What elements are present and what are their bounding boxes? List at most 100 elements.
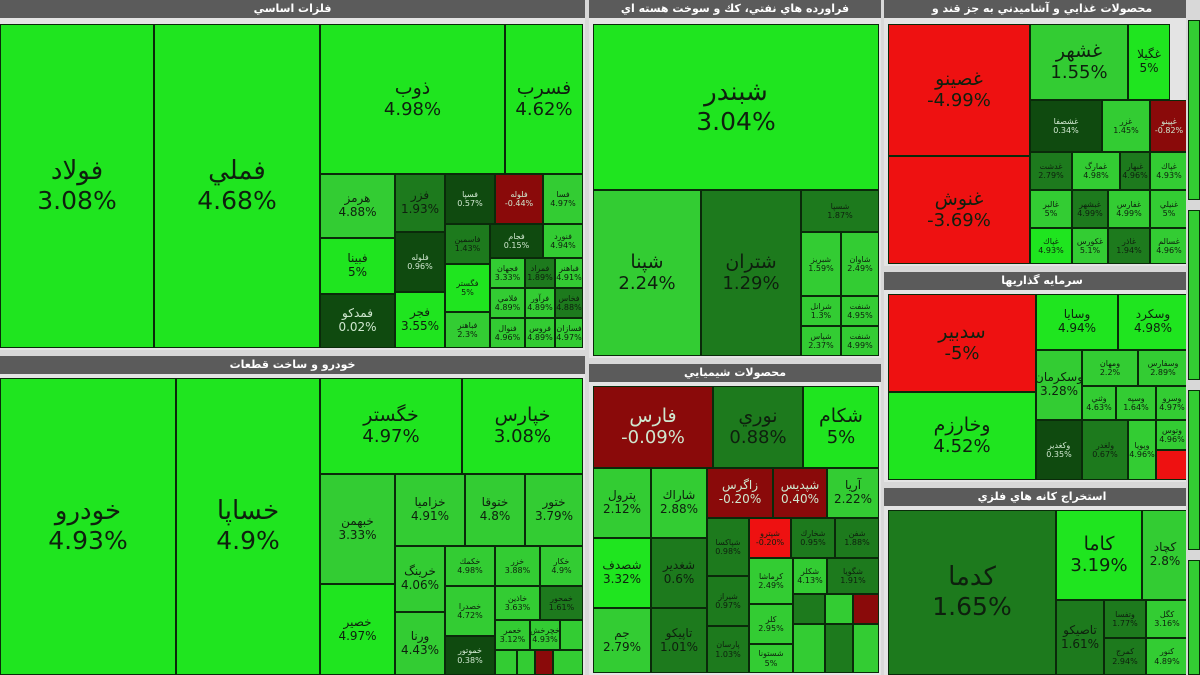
stock-tile[interactable]: فزر 1.93% [395, 174, 445, 232]
stock-tile[interactable]: فجر 3.55% [395, 292, 445, 348]
stock-tile[interactable]: فروس 4.89% [525, 318, 555, 348]
stock-tile[interactable]: غنوش -3.69% [888, 156, 1030, 264]
stock-tile[interactable]: خرينگ 4.06% [395, 546, 445, 612]
stock-tile[interactable]: شفن 1.88% [835, 518, 879, 558]
stock-tile[interactable]: شپاس 2.37% [801, 326, 841, 356]
stock-tile[interactable]: شتران 1.29% [701, 190, 801, 356]
stock-tile[interactable] [825, 624, 853, 673]
stock-tile[interactable]: وسايا 4.94% [1036, 294, 1118, 350]
stock-tile[interactable]: خعمر 3.12% [495, 620, 530, 650]
stock-tile[interactable]: پترول 2.12% [593, 468, 651, 538]
stock-tile[interactable]: كلر 2.95% [749, 604, 793, 644]
stock-tile[interactable] [793, 624, 825, 673]
stock-tile[interactable]: شكام 5% [803, 386, 879, 468]
stock-tile[interactable]: وخارزم 4.52% [888, 392, 1036, 480]
stock-tile[interactable]: غزر 1.45% [1102, 100, 1150, 152]
stock-tile[interactable]: فسازان 4.97% [555, 318, 583, 348]
stock-tile[interactable]: غبهار 4.96% [1120, 152, 1150, 190]
stock-tile[interactable]: غگيلا 5% [1128, 24, 1170, 100]
stock-tile[interactable]: خساپا 4.9% [176, 378, 320, 675]
stock-tile[interactable]: خكار 4.9% [540, 546, 583, 586]
stock-tile[interactable]: ورنا 4.43% [395, 612, 445, 675]
stock-tile[interactable]: فگستر 5% [445, 264, 490, 312]
stock-tile[interactable] [793, 594, 825, 624]
stock-tile[interactable]: غدشت 2.79% [1030, 152, 1072, 190]
stock-tile[interactable]: وسرو 4.97% [1156, 386, 1188, 420]
stock-tile[interactable]: شصدف 3.32% [593, 538, 651, 608]
stock-tile[interactable]: فارس -0.09% [593, 386, 713, 468]
stock-tile[interactable]: تاپيكو 1.01% [651, 608, 707, 673]
stock-tile[interactable]: خاذين 3.63% [495, 586, 540, 620]
stock-tile[interactable]: نوري 0.88% [713, 386, 803, 468]
stock-tile[interactable]: فبينا 5% [320, 238, 395, 294]
stock-tile[interactable]: شپنا 2.24% [593, 190, 701, 356]
stock-tile[interactable] [1188, 560, 1200, 675]
stock-tile[interactable]: ختور 3.79% [525, 474, 583, 546]
stock-tile[interactable] [825, 594, 853, 624]
stock-tile[interactable]: فمراد 1.89% [525, 258, 555, 288]
stock-tile[interactable]: شخارك 0.95% [791, 518, 835, 558]
stock-tile[interactable]: غپينو -0.82% [1150, 100, 1188, 152]
stock-tile[interactable]: وپويا 4.96% [1128, 420, 1156, 480]
stock-tile[interactable]: فاسمين 1.43% [445, 224, 490, 264]
stock-tile[interactable]: كمرج 2.94% [1104, 638, 1146, 675]
stock-tile[interactable]: فجهان 3.33% [490, 258, 525, 288]
stock-tile[interactable]: فنوال 4.96% [490, 318, 525, 348]
stock-tile[interactable] [517, 650, 535, 675]
stock-tile[interactable]: شبندر 3.04% [593, 24, 879, 190]
stock-tile[interactable]: غصينو -4.99% [888, 24, 1030, 156]
stock-tile[interactable]: وتفسا 1.77% [1104, 600, 1146, 638]
stock-tile[interactable]: شكلر 4.13% [793, 558, 827, 594]
stock-tile[interactable]: غشهر 1.55% [1030, 24, 1128, 100]
stock-tile[interactable]: غشصفا 0.34% [1030, 100, 1102, 152]
stock-tile[interactable]: شستونا 5% [749, 644, 793, 673]
stock-tile[interactable]: خمحور 1.61% [540, 586, 583, 620]
stock-tile[interactable]: غپاك 4.93% [1150, 152, 1188, 190]
stock-tile[interactable]: شپاكسا 0.98% [707, 518, 749, 576]
stock-tile[interactable] [853, 624, 879, 673]
stock-tile[interactable]: وسكرمان 3.28% [1036, 350, 1082, 420]
stock-tile[interactable] [1188, 20, 1200, 200]
stock-tile[interactable]: فجام 0.15% [490, 224, 543, 258]
stock-tile[interactable] [1188, 210, 1200, 380]
stock-tile[interactable]: غمارگ 4.98% [1072, 152, 1120, 190]
stock-tile[interactable]: شپديس 0.40% [773, 468, 827, 518]
stock-tile[interactable]: فمدکو 0.02% [320, 294, 395, 348]
stock-tile[interactable]: وكغدير 0.35% [1036, 420, 1082, 480]
stock-tile[interactable] [1156, 450, 1188, 480]
stock-tile[interactable]: خپارس 3.08% [462, 378, 583, 474]
stock-tile[interactable] [553, 650, 583, 675]
stock-tile[interactable]: زاگرس -0.20% [707, 468, 773, 518]
stock-tile[interactable]: ذوب 4.98% [320, 24, 505, 174]
stock-tile[interactable]: خگستر 4.97% [320, 378, 462, 474]
stock-tile[interactable]: خزر 3.88% [495, 546, 540, 586]
stock-tile[interactable]: فسپا 0.57% [445, 174, 495, 224]
stock-tile[interactable]: شبريز 1.59% [801, 232, 841, 296]
stock-tile[interactable]: كنور 4.89% [1146, 638, 1188, 675]
stock-tile[interactable]: شاوان 2.49% [841, 232, 879, 296]
stock-tile[interactable]: فسرب 4.62% [505, 24, 583, 174]
stock-tile[interactable]: غاذر 1.94% [1108, 228, 1150, 264]
stock-tile[interactable]: فملي 4.68% [154, 24, 320, 348]
stock-tile[interactable]: كاما 3.19% [1056, 510, 1142, 600]
stock-tile[interactable]: شغدير 0.6% [651, 538, 707, 608]
stock-tile[interactable]: خموتور 0.38% [445, 636, 495, 675]
stock-tile[interactable]: خودرو 4.93% [0, 378, 176, 675]
stock-tile[interactable]: سدبير -5% [888, 294, 1036, 392]
stock-tile[interactable]: خزاميا 4.91% [395, 474, 465, 546]
stock-tile[interactable]: آريا 2.22% [827, 468, 879, 518]
stock-tile[interactable]: وتوس 4.96% [1156, 420, 1188, 450]
stock-tile[interactable]: فباهنر 4.91% [555, 258, 583, 288]
stock-tile[interactable]: غالبر 5% [1030, 190, 1072, 228]
stock-tile[interactable]: كرماشا 2.49% [749, 558, 793, 604]
stock-tile[interactable]: پارسان 1.03% [707, 626, 749, 673]
stock-tile[interactable]: كگل 3.16% [1146, 600, 1188, 638]
stock-tile[interactable] [1188, 390, 1200, 550]
stock-tile[interactable]: ختوقا 4.8% [465, 474, 525, 546]
stock-tile[interactable]: خچرخش 4.93% [530, 620, 560, 650]
stock-tile[interactable]: فلوله -0.44% [495, 174, 543, 224]
stock-tile[interactable]: خكمك 4.98% [445, 546, 495, 586]
stock-tile[interactable]: فرآور 4.89% [525, 288, 555, 318]
stock-tile[interactable]: تاصيكو 1.61% [1056, 600, 1104, 675]
stock-tile[interactable]: وثني 4.63% [1082, 386, 1116, 420]
